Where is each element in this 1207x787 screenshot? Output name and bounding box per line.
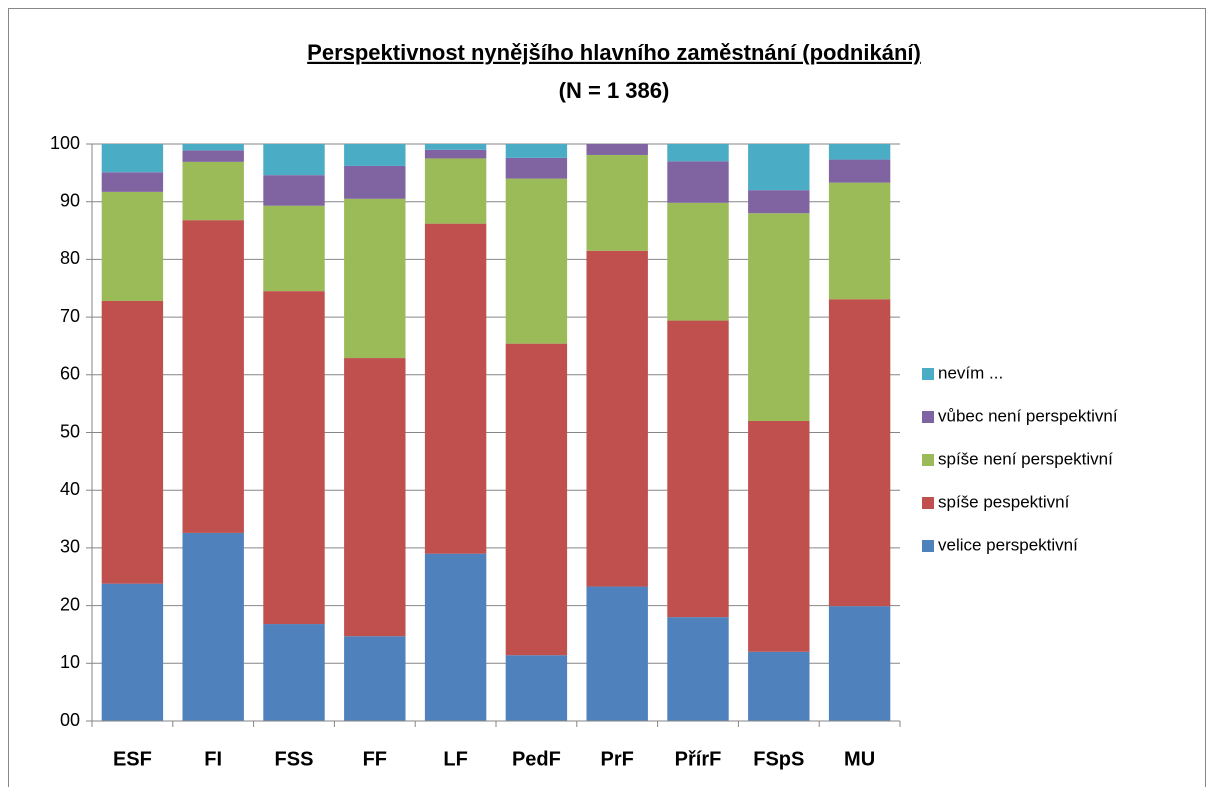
- bar-segment: [263, 624, 325, 721]
- x-tick-label: ESF: [113, 748, 152, 770]
- x-tick-label: FSpS: [753, 748, 804, 770]
- bar-segment: [344, 198, 406, 359]
- bar-segment: [182, 161, 244, 221]
- y-tick-label: 40: [60, 479, 80, 499]
- bar-segment: [263, 291, 325, 625]
- bar-segment: [424, 158, 487, 224]
- bar-segment: [667, 161, 729, 203]
- bar-segment: [424, 149, 487, 159]
- bar-segment: [424, 144, 487, 150]
- bar-segment: [586, 586, 648, 721]
- bar-segment: [263, 205, 325, 292]
- bar-segment: [101, 172, 164, 192]
- bar-segment: [667, 144, 729, 162]
- bar-segment: [667, 202, 729, 321]
- bar-segment: [667, 617, 729, 721]
- y-tick-label: 20: [60, 594, 80, 614]
- legend-swatch: [922, 540, 934, 552]
- bar-segment: [748, 651, 810, 721]
- bar-segment: [424, 223, 487, 554]
- y-tick-label: 90: [60, 190, 80, 210]
- bar-segment: [748, 213, 810, 421]
- bar-segment: [101, 583, 164, 721]
- bar-segment: [263, 175, 325, 206]
- legend-label: vůbec není perspektivní: [938, 406, 1118, 425]
- legend-swatch: [922, 411, 934, 423]
- chart-title: Perspektivnost nynějšího hlavního zaměst…: [307, 40, 921, 65]
- legend-label: nevím ...: [938, 363, 1003, 382]
- x-tick-label: FI: [204, 748, 222, 770]
- bar-segment: [748, 420, 810, 652]
- bar-segment: [263, 144, 325, 176]
- bar-segment: [505, 343, 568, 656]
- legend-label: spíše není perspektivní: [938, 449, 1113, 468]
- bar-segment: [586, 144, 648, 155]
- bar-segment: [505, 144, 568, 158]
- y-tick-label: 50: [60, 421, 80, 441]
- bar-segment: [101, 191, 164, 301]
- bar-segment: [182, 220, 244, 533]
- y-tick-label: 80: [60, 248, 80, 268]
- bar-segment: [748, 190, 810, 214]
- bar-segment: [344, 165, 406, 199]
- bar-segment: [101, 144, 164, 173]
- x-tick-label: FSS: [275, 748, 314, 770]
- chart-subtitle: (N = 1 386): [559, 78, 670, 103]
- legend-swatch: [922, 497, 934, 509]
- y-tick-label: 30: [60, 537, 80, 557]
- bar-segment: [424, 553, 487, 721]
- legend-swatch: [922, 368, 934, 380]
- bar-segment: [344, 144, 406, 166]
- bar-segment: [828, 299, 891, 607]
- bar-segment: [101, 300, 164, 584]
- bar-segment: [828, 144, 891, 160]
- bar-segment: [182, 532, 244, 721]
- bar-segment: [667, 320, 729, 618]
- y-tick-label: 10: [60, 652, 80, 672]
- x-tick-label: PrF: [601, 748, 634, 770]
- bar-segment: [748, 144, 810, 191]
- y-tick-label: 60: [60, 364, 80, 384]
- bar-segment: [828, 159, 891, 183]
- legend-label: spíše pespektivní: [938, 492, 1070, 511]
- x-tick-label: PedF: [512, 748, 561, 770]
- y-tick-label: 100: [50, 133, 80, 153]
- legend-swatch: [922, 454, 934, 466]
- bar-segment: [505, 178, 568, 344]
- bar-segment: [344, 636, 406, 721]
- legend-label: velice perspektivní: [938, 535, 1078, 554]
- bar-segment: [586, 250, 648, 587]
- bar-segment: [505, 655, 568, 721]
- x-tick-label: PřírF: [675, 748, 722, 770]
- bar-segment: [344, 358, 406, 637]
- bar-segment: [182, 144, 244, 151]
- y-tick-label: 70: [60, 306, 80, 326]
- bar-segment: [182, 150, 244, 162]
- x-tick-label: FF: [363, 748, 387, 770]
- x-tick-label: LF: [443, 748, 467, 770]
- bar-segment: [828, 182, 891, 300]
- x-tick-label: MU: [844, 748, 875, 770]
- bar-segment: [828, 606, 891, 721]
- bar-segment: [586, 154, 648, 251]
- bar-segment: [505, 157, 568, 179]
- y-tick-label: 00: [60, 710, 80, 730]
